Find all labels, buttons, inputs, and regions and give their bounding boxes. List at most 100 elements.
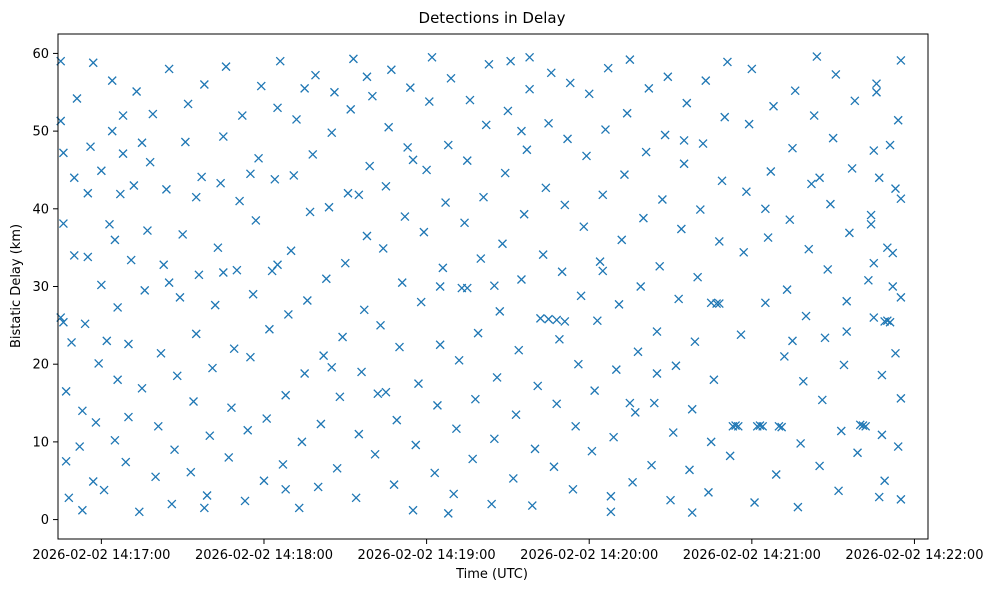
y-tick-label: 60 <box>32 47 49 62</box>
data-point <box>286 246 296 256</box>
data-point <box>208 363 217 373</box>
data-point <box>386 65 396 75</box>
data-point <box>232 265 242 275</box>
x-axis-label: Time (UTC) <box>455 567 528 582</box>
data-point <box>121 457 131 467</box>
data-point <box>408 505 418 515</box>
data-point <box>145 157 155 167</box>
x-axis: 2026-02-02 14:17:00 2026-02-02 14:18:00 20… <box>32 539 983 563</box>
data-point <box>397 278 407 288</box>
data-point <box>58 317 68 327</box>
x-tick-label: 2026-02-02 14:18:00 <box>195 548 333 563</box>
data-point <box>668 428 678 438</box>
data-point <box>679 135 689 145</box>
data-point <box>676 224 686 234</box>
data-point <box>83 252 93 262</box>
data-point <box>565 78 575 88</box>
data-point <box>275 56 285 66</box>
data-point <box>815 461 825 471</box>
data-point <box>481 120 491 130</box>
data-point <box>321 274 331 284</box>
data-point <box>424 97 434 107</box>
data-point <box>788 336 797 346</box>
data-point <box>706 298 716 308</box>
data-point <box>687 508 697 518</box>
data-point <box>172 371 182 381</box>
y-tick-label: 40 <box>32 202 49 217</box>
data-point <box>891 184 900 194</box>
data-point <box>647 460 657 470</box>
data-point <box>451 424 461 434</box>
data-point <box>118 149 128 159</box>
data-point <box>300 83 310 93</box>
data-point <box>506 56 516 66</box>
data-point <box>733 421 743 431</box>
data-point <box>606 491 616 501</box>
data-point <box>750 498 760 507</box>
y-axis: 0 10 20 30 40 50 60 <box>32 47 58 528</box>
data-point <box>256 81 266 91</box>
data-point <box>603 63 613 73</box>
data-point <box>99 485 109 495</box>
data-point <box>758 421 768 431</box>
data-point <box>747 64 757 74</box>
data-point <box>294 503 304 513</box>
data-point <box>847 163 857 173</box>
data-point <box>199 80 209 89</box>
x-tick-label: 2026-02-02 14:17:00 <box>32 548 170 563</box>
data-point <box>893 442 903 452</box>
data-point <box>281 484 291 494</box>
data-point <box>609 432 619 442</box>
data-point <box>825 199 835 209</box>
data-point <box>755 421 765 431</box>
data-point <box>297 437 307 447</box>
data-point <box>763 233 773 243</box>
data-point <box>105 219 114 229</box>
data-point <box>617 235 627 245</box>
data-point <box>801 311 811 321</box>
chart-title: Detections in Delay <box>419 9 566 27</box>
data-point <box>774 421 784 431</box>
data-point <box>687 404 697 414</box>
data-point <box>633 347 643 357</box>
data-point <box>324 202 334 212</box>
data-point <box>245 352 255 362</box>
data-point <box>666 495 675 505</box>
data-point <box>403 142 413 152</box>
data-point <box>584 89 594 99</box>
data-point <box>896 292 906 302</box>
data-point <box>240 496 250 506</box>
data-point <box>606 507 616 517</box>
data-point <box>218 268 228 277</box>
data-point <box>516 275 526 284</box>
data-point <box>874 492 884 502</box>
data-point <box>714 299 724 309</box>
data-point <box>476 254 486 263</box>
data-point <box>812 52 822 61</box>
data-point <box>850 96 860 106</box>
data-point <box>327 362 337 372</box>
data-point <box>636 282 646 291</box>
data-point <box>619 170 629 180</box>
data-point <box>888 282 898 291</box>
data-point <box>161 184 171 194</box>
data-point <box>224 452 234 462</box>
data-point <box>270 174 280 184</box>
data-point <box>717 176 727 186</box>
data-point <box>598 266 608 276</box>
data-point <box>468 454 478 464</box>
data-point <box>660 130 670 140</box>
data-point <box>638 213 648 223</box>
data-point <box>94 358 104 368</box>
data-point <box>264 324 274 334</box>
data-point <box>560 200 570 210</box>
data-point <box>788 143 797 153</box>
data-point <box>441 198 451 208</box>
data-point <box>77 406 87 416</box>
data-point <box>370 449 380 459</box>
data-point <box>69 250 79 260</box>
data-point <box>278 459 288 469</box>
data-point <box>741 187 751 197</box>
data-point <box>796 438 806 448</box>
data-point <box>720 112 730 122</box>
